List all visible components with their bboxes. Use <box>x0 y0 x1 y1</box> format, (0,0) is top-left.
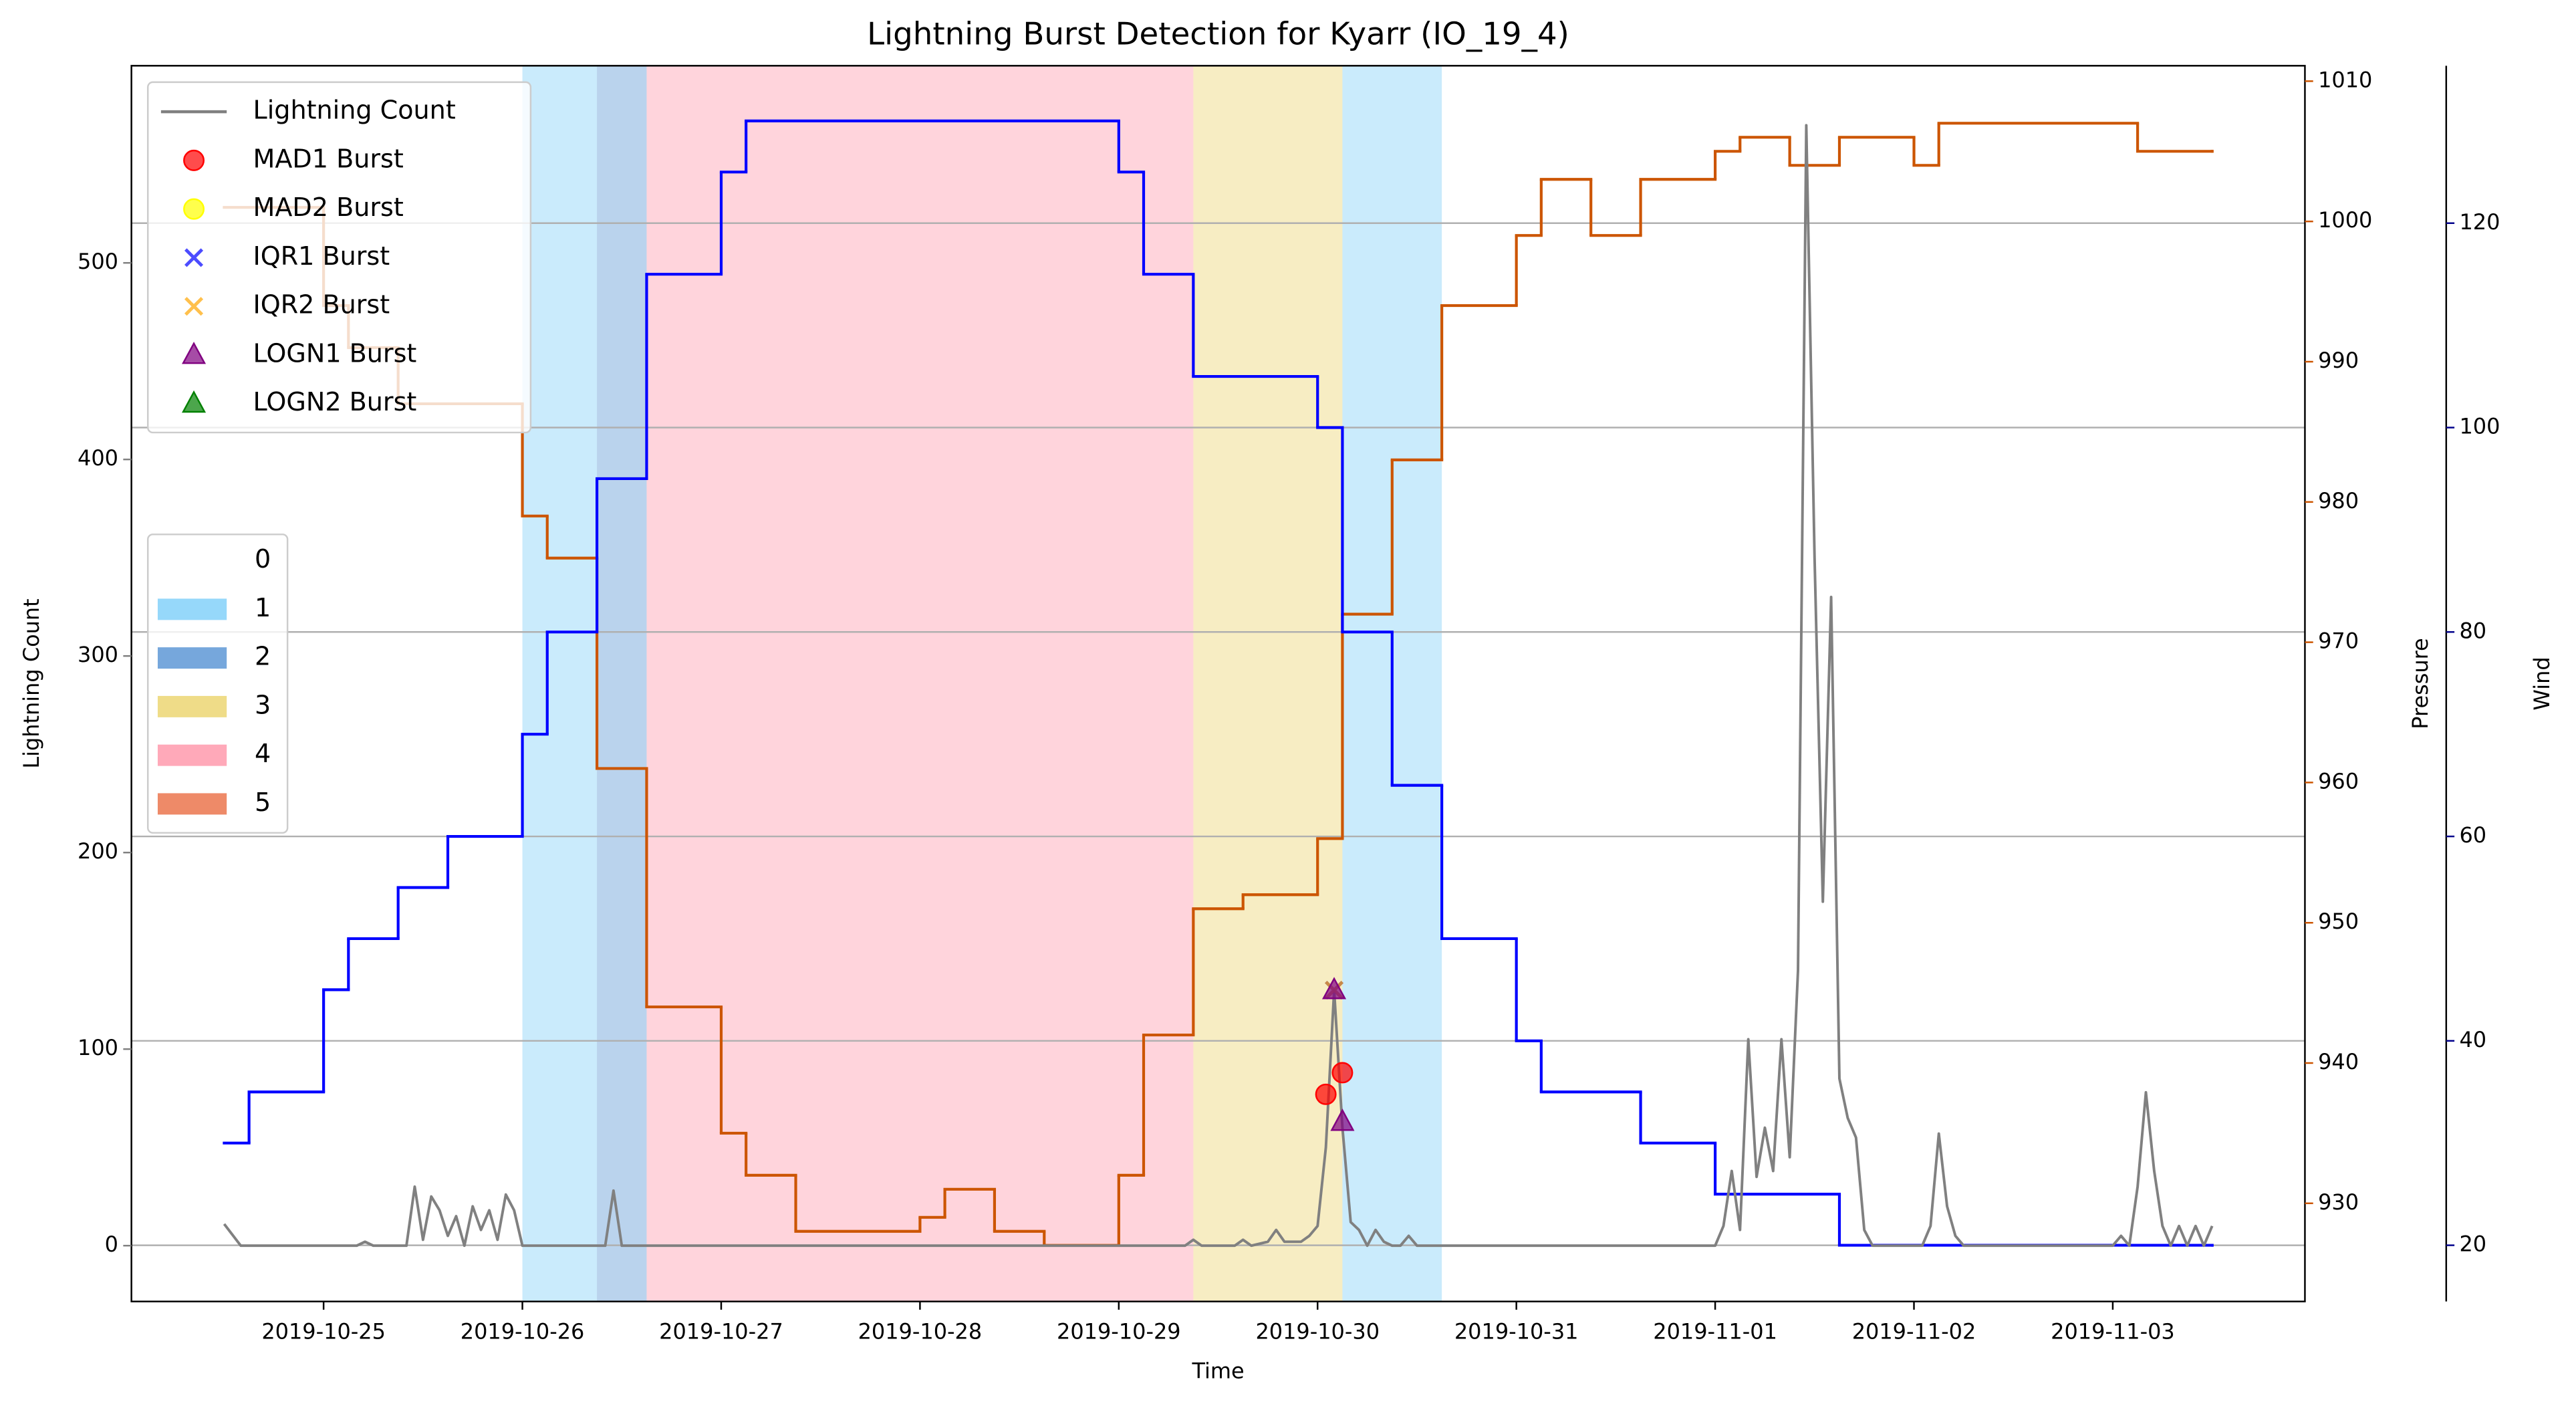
burst-marker <box>1330 1108 1355 1131</box>
legend-patch <box>157 598 227 620</box>
legend-label: 5 <box>255 788 271 817</box>
x-tick-label: 2019-10-31 <box>1454 1318 1579 1344</box>
y2-tick-label: 970 <box>2318 628 2359 654</box>
y3-tick-label: 20 <box>2459 1232 2486 1257</box>
burst-marker <box>1321 977 1347 1000</box>
x-tick-label: 2019-10-25 <box>261 1318 386 1344</box>
legend-label: LOGN1 Burst <box>253 338 417 368</box>
x-tick-label: 2019-10-30 <box>1255 1318 1380 1344</box>
y-tick-label: 0 <box>105 1232 118 1257</box>
legend-marker <box>184 248 204 267</box>
x-tick-label: 2019-11-03 <box>2051 1318 2175 1344</box>
x-tick-label: 2019-11-01 <box>1653 1318 1777 1344</box>
y-tick-label: 300 <box>78 642 118 667</box>
legend-patch <box>157 550 227 572</box>
y2-tick-label: 940 <box>2318 1049 2359 1074</box>
y-axis-label: Lightning Count <box>19 598 44 768</box>
y2-tick-label: 950 <box>2318 909 2359 934</box>
y2-tick-label: 1000 <box>2318 207 2372 233</box>
category-span <box>1193 66 1343 1302</box>
legend-label: IQR2 Burst <box>253 290 390 320</box>
legend-label: 2 <box>255 642 271 671</box>
y-tick-label: 500 <box>78 249 118 274</box>
legend-layer: Lightning Count MAD1 Burst MAD2 Burst IQR1 … <box>146 81 532 834</box>
category-span <box>597 66 647 1302</box>
x-tick-label: 2019-10-27 <box>659 1318 783 1344</box>
legend-box <box>146 81 532 434</box>
legend-label: LOGN2 Burst <box>253 387 417 417</box>
x-axis-label: Time <box>1191 1358 1244 1383</box>
x-tick-label: 2019-10-26 <box>461 1318 585 1344</box>
y3-tick-label: 40 <box>2459 1027 2486 1052</box>
legend-label: 0 <box>255 544 271 574</box>
legend-label: 4 <box>255 739 271 768</box>
y2-tick-label: 980 <box>2318 488 2359 513</box>
y-tick-label: 100 <box>78 1035 118 1060</box>
chart-title: Lightning Burst Detection for Kyarr (IO_… <box>867 17 1569 53</box>
y2-tick-label: 1010 <box>2318 67 2372 92</box>
y2-tick-label: 990 <box>2318 348 2359 373</box>
legend-label: 3 <box>255 690 271 719</box>
x-tick-label: 2019-10-29 <box>1057 1318 1181 1344</box>
burst-marker <box>1331 1062 1354 1084</box>
y2-axis-label: Pressure <box>2408 638 2433 729</box>
legend-marker <box>181 342 207 364</box>
lightning-line <box>223 124 2214 1248</box>
y3-tick-label: 120 <box>2459 209 2500 235</box>
x-tick-label: 2019-10-28 <box>858 1318 983 1344</box>
y3-tick-label: 80 <box>2459 618 2486 643</box>
y-tick-label: 200 <box>78 838 118 864</box>
y3-tick-label: 100 <box>2459 414 2500 439</box>
burst-marker <box>1315 1083 1337 1105</box>
span-layer <box>522 66 1442 1302</box>
legend-marker <box>183 198 205 220</box>
legend-patch <box>157 744 227 766</box>
y3-axis-label: Wind <box>2529 657 2555 710</box>
legend-label: IQR1 Burst <box>253 241 390 271</box>
legend-patch <box>157 647 227 669</box>
y2-tick-label: 930 <box>2318 1189 2359 1215</box>
y2-tick-label: 960 <box>2318 768 2359 794</box>
axes-layer: 2019-10-25 2019-10-26 2019-10-27 2019-10-28… <box>78 65 2500 1344</box>
x-tick-label: 2019-11-02 <box>1852 1318 1976 1344</box>
legend-patch <box>157 695 227 717</box>
legend-label: 1 <box>255 593 271 622</box>
legend-marker <box>184 297 204 316</box>
y-tick-label: 400 <box>78 445 118 471</box>
category-span <box>646 66 1194 1302</box>
plot-frame <box>130 65 2306 1302</box>
legend-patch <box>157 793 227 815</box>
category-span <box>522 66 598 1302</box>
legend-label: MAD1 Burst <box>253 144 404 173</box>
legend-marker <box>183 149 205 171</box>
legend-label: MAD2 Burst <box>253 193 404 222</box>
y3-tick-label: 60 <box>2459 822 2486 848</box>
legend-marker <box>181 390 207 413</box>
legend-label: Lightning Count <box>253 96 456 125</box>
